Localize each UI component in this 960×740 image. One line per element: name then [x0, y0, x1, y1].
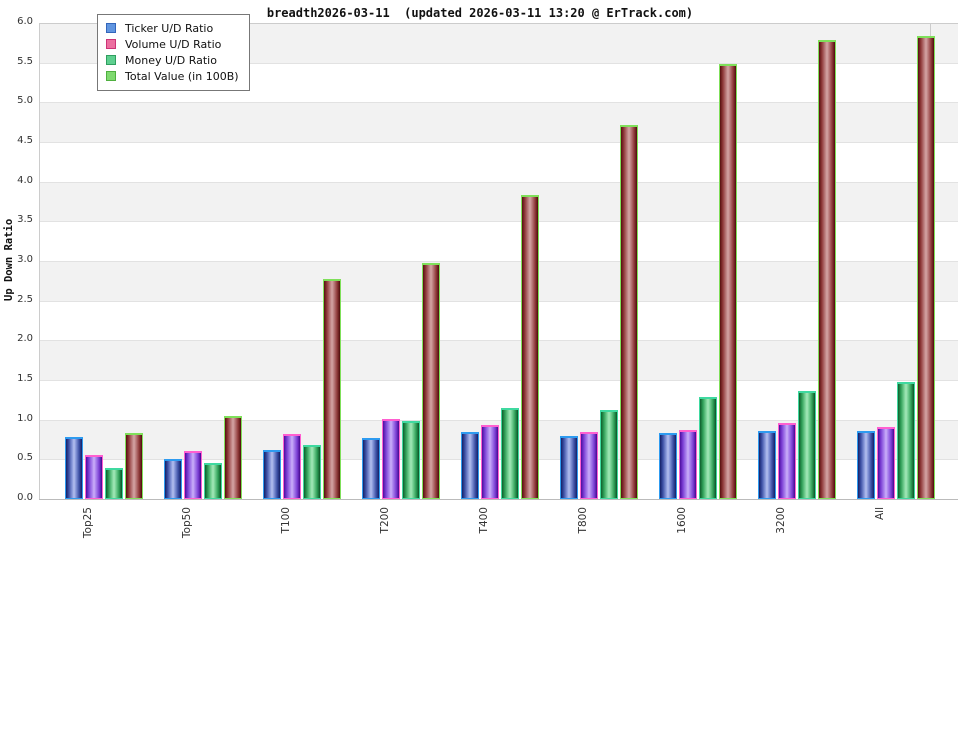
x-tick-label-1600: 1600	[675, 507, 688, 534]
x-tick-label-t400: T400	[477, 507, 490, 534]
bar-total-value-in-100b-top25	[125, 433, 143, 499]
y-tick-label: 4.0	[17, 174, 33, 186]
grid-band	[39, 261, 958, 301]
legend-label: Volume U/D Ratio	[125, 37, 222, 51]
gridline	[39, 102, 958, 104]
grid-band	[39, 181, 958, 222]
bar-total-value-in-100b-all	[917, 36, 935, 499]
legend-label: Money U/D Ratio	[125, 53, 217, 67]
bar-money-u-d-ratio-top25	[105, 468, 123, 499]
bar-volume-u-d-ratio-t800	[580, 432, 598, 499]
gridline	[39, 340, 958, 342]
y-tick-label: 2.5	[17, 293, 33, 305]
y-tick-label: 4.5	[17, 135, 33, 146]
y-tick-label: 0.0	[17, 492, 33, 503]
legend-label: Ticker U/D Ratio	[125, 21, 214, 35]
bar-volume-u-d-ratio-1600	[679, 430, 697, 499]
gridline	[39, 221, 958, 223]
y-tick-label: 0.5	[17, 452, 33, 464]
bar-volume-u-d-ratio-3200	[778, 423, 796, 499]
y-tick-label: 3.5	[17, 214, 33, 226]
bar-total-value-in-100b-t400	[521, 195, 539, 499]
legend-swatch-icon	[106, 23, 116, 33]
legend-item: Ticker U/D Ratio	[106, 20, 239, 36]
gridline	[39, 181, 958, 183]
y-tick-label: 1.5	[17, 373, 33, 384]
legend-box: Ticker U/D Ratio Volume U/D Ratio Money U/…	[97, 14, 250, 91]
bar-volume-u-d-ratio-top25	[85, 455, 103, 499]
bar-total-value-in-100b-t200	[422, 263, 440, 499]
bar-total-value-in-100b-t800	[620, 125, 638, 499]
bar-total-value-in-100b-1600	[719, 64, 737, 499]
legend-item: Total Value (in 100B)	[106, 68, 239, 84]
bar-money-u-d-ratio-3200	[798, 391, 816, 499]
chart-title: breadth2026-03-11 (updated 2026-03-11 13…	[266, 6, 694, 20]
x-tick-label-t100: T100	[279, 507, 292, 534]
bar-volume-u-d-ratio-top50	[184, 451, 202, 499]
bar-volume-u-d-ratio-t400	[481, 425, 499, 499]
bar-ticker-u-d-ratio-t400	[461, 432, 479, 499]
gridline	[39, 419, 958, 421]
y-tick-label: 1.0	[17, 412, 33, 424]
x-axis-line	[39, 499, 958, 500]
grid-band	[39, 340, 958, 380]
gridline	[39, 380, 958, 381]
legend-swatch-icon	[106, 39, 116, 49]
bar-volume-u-d-ratio-all	[877, 427, 895, 499]
bar-money-u-d-ratio-t100	[303, 445, 321, 499]
x-tick-label-all: All	[873, 507, 886, 521]
grid-band	[39, 300, 958, 341]
legend-swatch-icon	[106, 71, 116, 81]
plot-border-left	[39, 23, 40, 500]
bar-ticker-u-d-ratio-t100	[263, 450, 281, 499]
grid-band	[39, 142, 958, 182]
gridline	[39, 300, 958, 302]
x-tick-label-3200: 3200	[774, 507, 787, 534]
bars-layer	[39, 23, 935, 499]
x-tick-label-t200: T200	[378, 507, 391, 534]
y-tick-label: 3.0	[17, 254, 33, 265]
bar-money-u-d-ratio-t200	[402, 421, 420, 499]
legend-item: Volume U/D Ratio	[106, 36, 239, 52]
bar-ticker-u-d-ratio-t200	[362, 438, 380, 499]
bar-money-u-d-ratio-all	[897, 382, 915, 499]
bar-ticker-u-d-ratio-top25	[65, 437, 83, 499]
bar-ticker-u-d-ratio-3200	[758, 431, 776, 499]
bar-volume-u-d-ratio-t200	[382, 419, 400, 499]
bar-ticker-u-d-ratio-1600	[659, 433, 677, 499]
grid-band	[39, 221, 958, 261]
bar-money-u-d-ratio-top50	[204, 463, 222, 499]
bar-money-u-d-ratio-t400	[501, 408, 519, 499]
bar-volume-u-d-ratio-t100	[283, 434, 301, 499]
x-tick-label-top50: Top50	[180, 507, 193, 539]
grid-band	[39, 102, 958, 142]
plot-border-top	[39, 23, 958, 24]
y-tick-label: 6.0	[17, 16, 33, 27]
y-tick-label: 5.0	[17, 95, 33, 107]
bar-total-value-in-100b-top50	[224, 416, 242, 499]
y-tick-label: 2.0	[17, 333, 33, 345]
x-tick-label-top25: Top25	[81, 507, 94, 539]
gridline	[39, 62, 958, 64]
gridline	[39, 261, 958, 262]
x-tick-label-t800: T800	[576, 507, 589, 534]
bar-total-value-in-100b-t100	[323, 279, 341, 499]
gridline	[39, 142, 958, 143]
y-tick-label: 5.5	[17, 55, 33, 67]
legend-item: Money U/D Ratio	[106, 52, 239, 68]
legend-swatch-icon	[106, 55, 116, 65]
bar-ticker-u-d-ratio-all	[857, 431, 875, 499]
bar-ticker-u-d-ratio-t800	[560, 436, 578, 499]
bar-ticker-u-d-ratio-top50	[164, 459, 182, 499]
bar-total-value-in-100b-3200	[818, 40, 836, 499]
bar-money-u-d-ratio-1600	[699, 397, 717, 499]
legend-label: Total Value (in 100B)	[125, 69, 239, 83]
bar-money-u-d-ratio-t800	[600, 410, 618, 499]
